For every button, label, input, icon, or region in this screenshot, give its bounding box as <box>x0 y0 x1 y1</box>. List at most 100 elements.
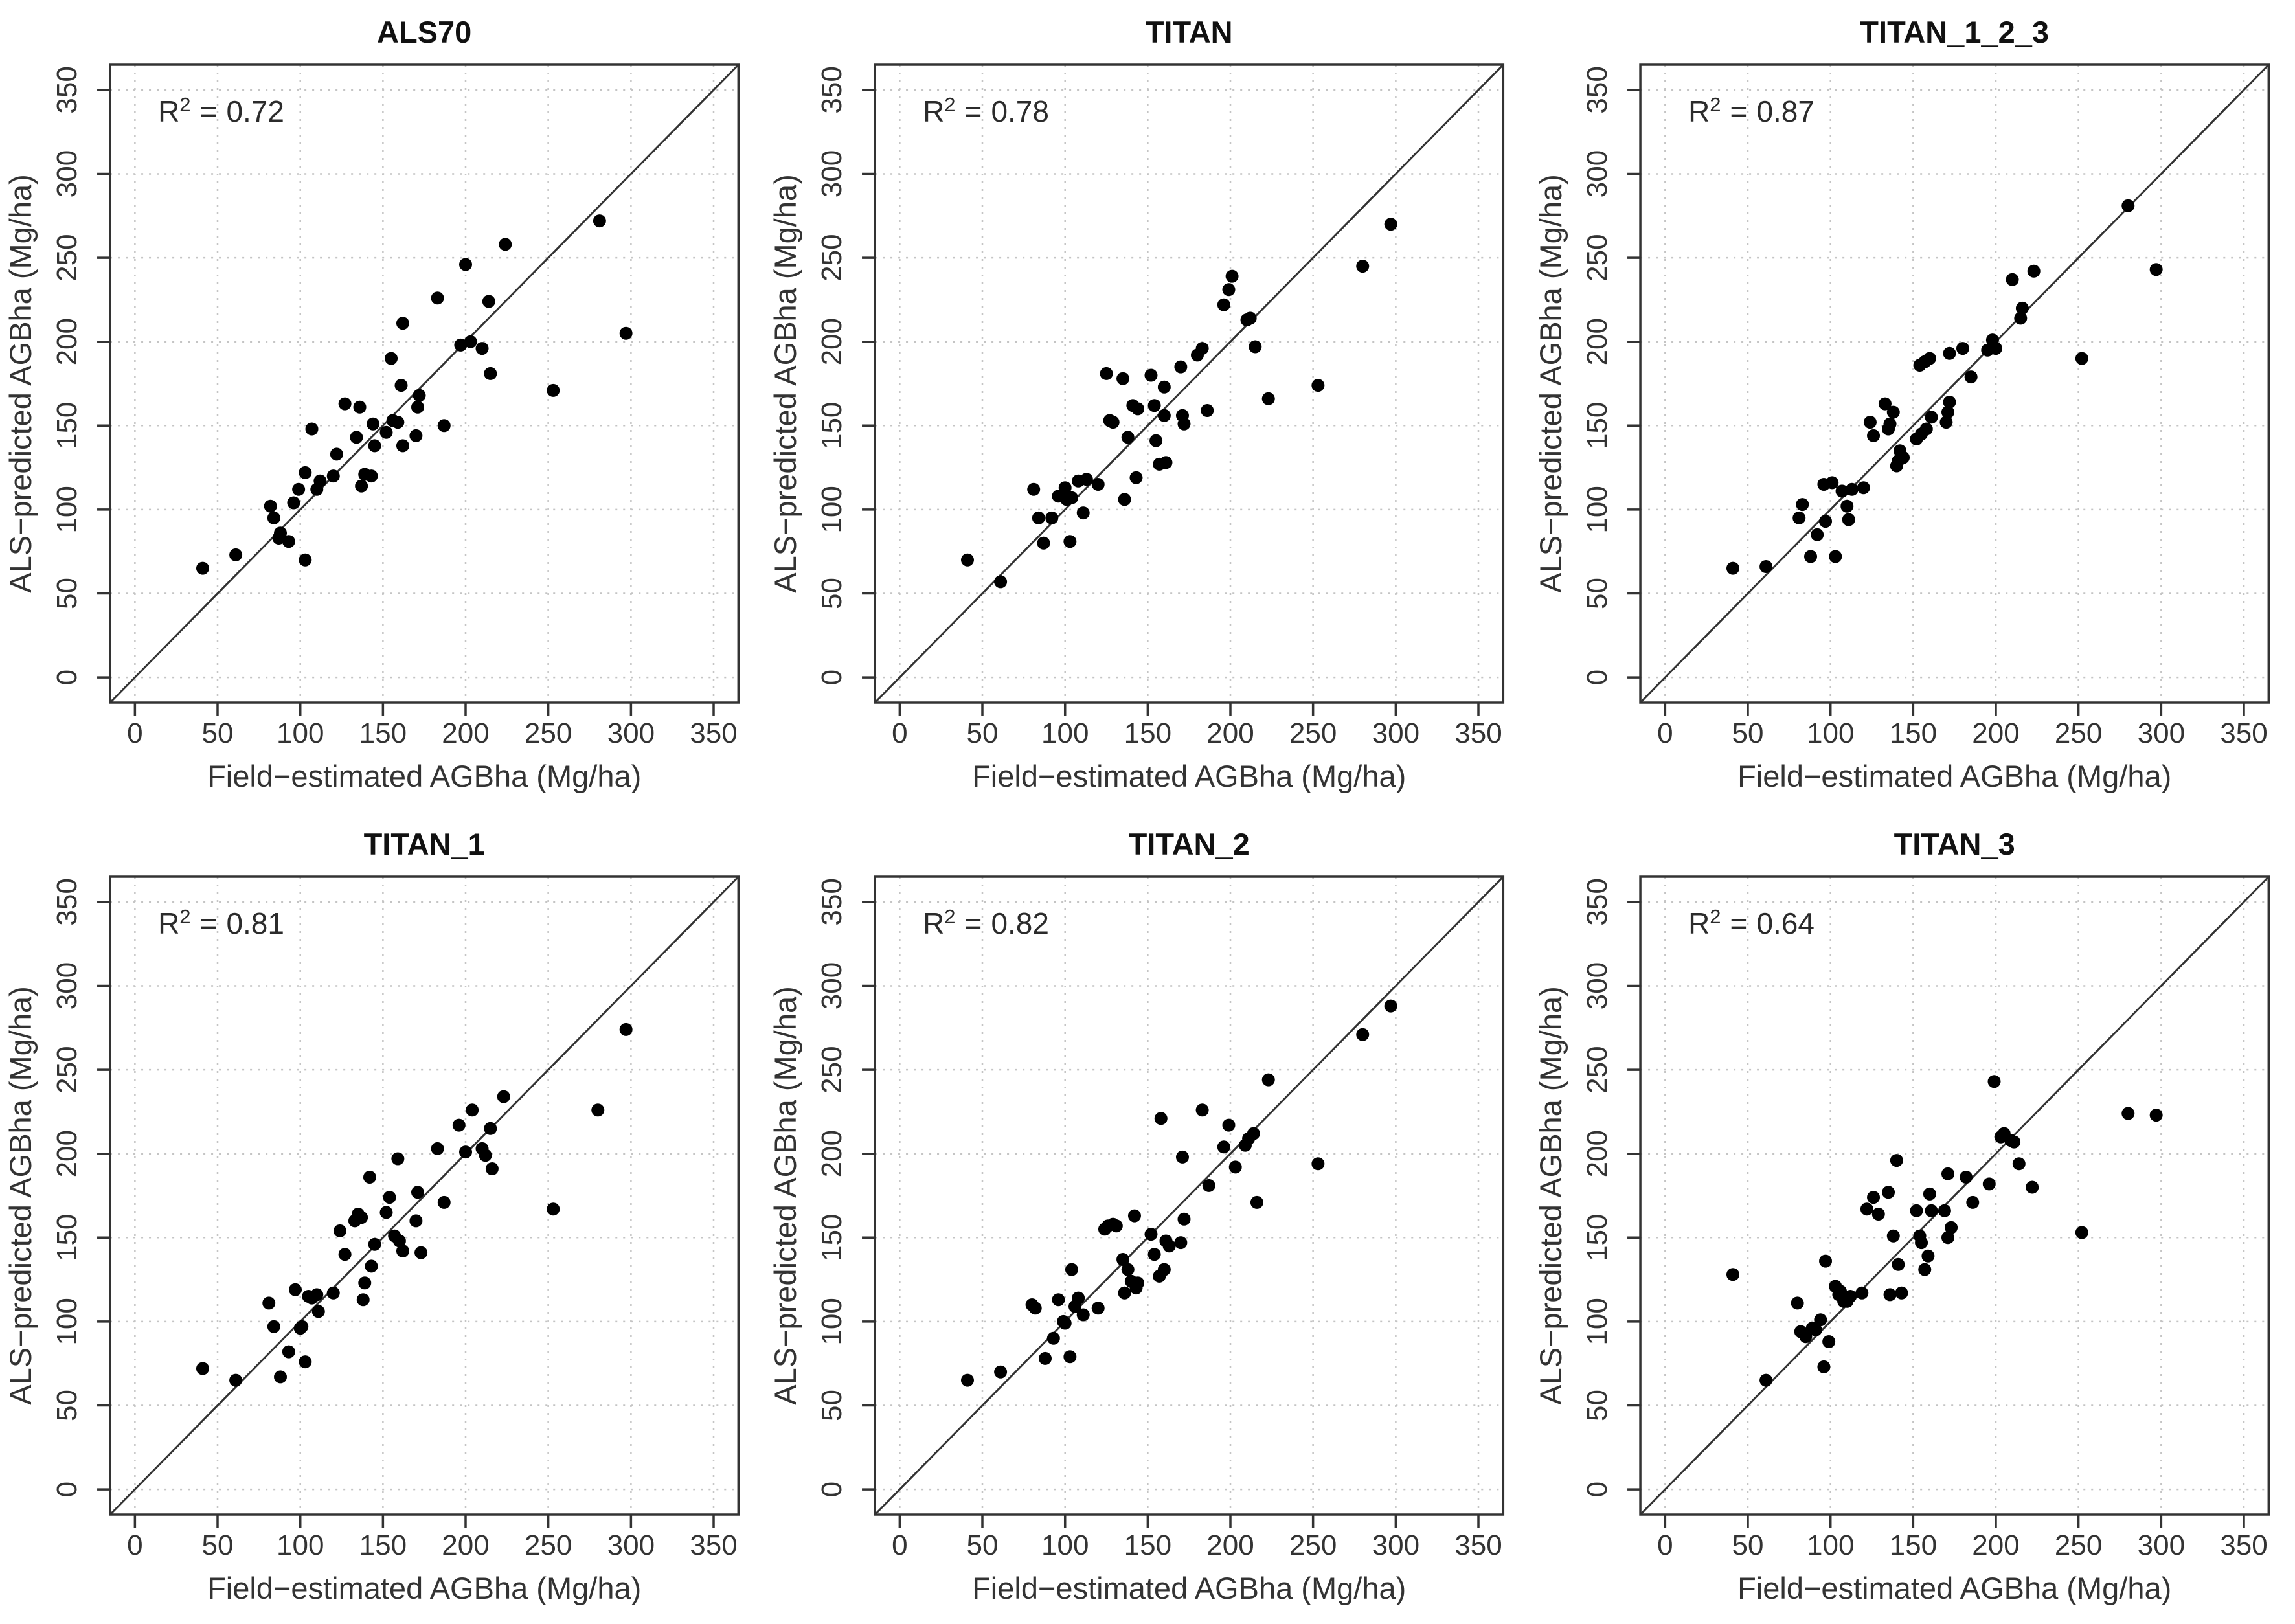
data-point <box>1943 346 1956 360</box>
data-point <box>2013 311 2027 325</box>
data-point <box>1822 1335 1835 1348</box>
data-point <box>1217 298 1231 311</box>
data-point <box>452 1118 466 1132</box>
x-tick-label: 50 <box>1732 1529 1763 1561</box>
data-point <box>1100 367 1113 380</box>
data-point <box>229 1373 243 1387</box>
data-point <box>1065 491 1079 504</box>
data-point <box>326 469 340 483</box>
data-point <box>499 238 512 251</box>
data-point <box>1792 511 1805 524</box>
x-tick-label: 300 <box>607 717 655 749</box>
scatter-panel: 0 0 50 50 100 100 150 150 200 200 250 250 300 300 350 3… <box>1530 812 2295 1624</box>
x-tick-label: 100 <box>1041 1529 1089 1561</box>
data-point <box>1813 1313 1827 1327</box>
data-point <box>414 1246 428 1259</box>
data-point <box>2149 1109 2163 1122</box>
data-point <box>1828 550 1842 563</box>
x-tick-label: 300 <box>2137 1529 2184 1561</box>
data-point <box>1201 404 1214 417</box>
scatter-plot-als70: 0 0 50 50 100 100 150 150 200 200 250 250 300 300 350 3… <box>3 15 740 793</box>
y-tick-label: 300 <box>51 150 83 197</box>
data-point <box>396 317 409 330</box>
data-point <box>1158 1263 1171 1276</box>
x-tick-label: 350 <box>690 717 737 749</box>
data-point <box>1939 416 1953 429</box>
data-point <box>1356 1028 1370 1041</box>
data-point <box>1080 473 1094 486</box>
y-tick-label: 50 <box>1581 578 1613 609</box>
data-point <box>1059 1316 1072 1330</box>
data-point <box>1871 1208 1885 1221</box>
data-point <box>313 474 327 488</box>
x-tick-label: 0 <box>892 717 907 749</box>
data-point <box>1032 511 1046 524</box>
data-point <box>267 1320 280 1333</box>
data-point <box>391 1152 405 1166</box>
x-tick-label: 200 <box>442 1529 489 1561</box>
y-tick-label: 0 <box>51 670 83 685</box>
gridlines <box>1640 65 2268 703</box>
data-point <box>1726 1268 1739 1281</box>
axes: 0 0 50 50 100 100 150 150 200 200 250 250 300 300 350 3… <box>51 878 738 1561</box>
y-tick-label: 150 <box>1581 1214 1613 1261</box>
y-tick-label: 250 <box>816 1046 848 1093</box>
data-point <box>619 1022 633 1036</box>
y-axis-label: ALS−predicted AGBha (Mg/ha) <box>3 986 38 1405</box>
data-point <box>379 425 393 439</box>
data-point <box>484 367 497 380</box>
data-point <box>1311 379 1325 392</box>
data-point <box>479 1149 492 1162</box>
scatter-panel: 0 0 50 50 100 100 150 150 200 200 250 250 300 300 350 3… <box>765 0 1530 812</box>
y-tick-label: 250 <box>1581 1046 1613 1093</box>
data-point <box>1987 1075 2001 1088</box>
data-point <box>1131 402 1145 416</box>
data-point <box>1029 1302 1043 1315</box>
data-point <box>458 258 473 271</box>
data-point <box>1843 1290 1857 1303</box>
data-point <box>394 379 408 392</box>
scatter-panel: 0 0 50 50 100 100 150 150 200 200 250 250 300 300 350 3… <box>0 0 765 812</box>
x-tick-label: 350 <box>2220 717 2267 749</box>
y-tick-label: 200 <box>1581 318 1613 365</box>
data-point <box>1118 1286 1131 1300</box>
data-point <box>1077 1308 1091 1322</box>
x-tick-label: 100 <box>277 717 324 749</box>
data-point <box>1110 1219 1124 1233</box>
data-point <box>1982 1177 1996 1191</box>
x-tick-label: 100 <box>277 1529 324 1561</box>
x-tick-label: 100 <box>1807 717 1854 749</box>
data-point <box>1925 411 1938 424</box>
x-tick-label: 200 <box>1207 717 1254 749</box>
data-point <box>1195 342 1209 355</box>
y-tick-label: 300 <box>816 962 848 1009</box>
plot-border <box>874 875 1505 1516</box>
x-axis-label: Field−estimated AGBha (Mg/ha) <box>972 1571 1406 1605</box>
y-tick-label: 50 <box>816 578 848 609</box>
data-point <box>1895 1286 1908 1300</box>
data-point <box>1818 1254 1832 1268</box>
data-point <box>1919 422 1933 436</box>
x-tick-label: 250 <box>1289 717 1337 749</box>
data-point <box>1791 1296 1804 1310</box>
x-tick-label: 250 <box>525 1529 572 1561</box>
data-point <box>299 1355 312 1369</box>
data-point <box>1174 360 1188 374</box>
data-point <box>431 1142 444 1155</box>
y-tick-label: 200 <box>1581 1130 1613 1177</box>
data-point <box>1881 1186 1895 1199</box>
data-point <box>292 482 306 496</box>
data-point <box>1059 481 1072 495</box>
data-point <box>961 1373 975 1387</box>
y-axis-label: ALS−predicted AGBha (Mg/ha) <box>768 174 802 593</box>
data-point <box>437 1195 451 1209</box>
x-tick-label: 50 <box>967 1529 999 1561</box>
identity-line <box>109 63 740 704</box>
data-point <box>396 1245 409 1257</box>
data-point <box>1162 1239 1176 1253</box>
data-point <box>196 1362 209 1375</box>
y-tick-label: 250 <box>51 234 83 281</box>
axes: 0 0 50 50 100 100 150 150 200 200 250 250 300 300 350 3… <box>1581 66 2268 749</box>
x-tick-label: 200 <box>1972 1529 2019 1561</box>
